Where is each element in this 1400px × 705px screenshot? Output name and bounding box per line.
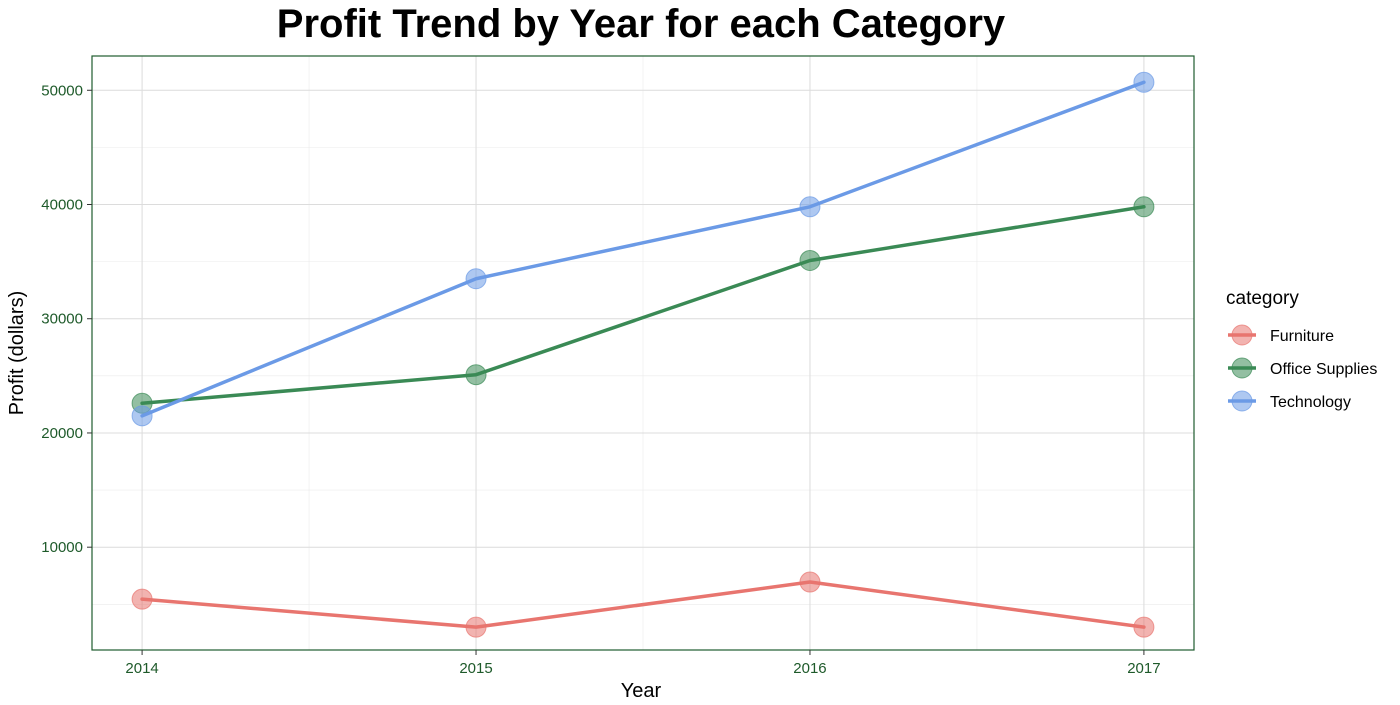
x-tick-label: 2014 [125,660,158,677]
x-axis-title: Year [621,680,662,702]
x-tick-label: 2017 [1127,660,1160,677]
data-point-furniture [1133,616,1155,638]
data-point-technology [799,196,821,218]
legend-label: Office Supplies [1270,361,1377,378]
data-point-furniture [799,571,821,593]
series-line-office-supplies [140,205,1146,406]
data-point-office-supplies [465,364,487,386]
y-tick-label: 20000 [41,425,83,442]
series-layer [131,71,1155,638]
y-axis-title: Profit (dollars) [6,291,28,415]
y-tick-label: 40000 [41,197,83,214]
legend-label: Furniture [1270,328,1334,345]
data-point-technology [1133,71,1155,93]
data-point-furniture [131,588,153,610]
legend: category Furniture Office Supplies Technol… [1226,288,1377,412]
data-point-office-supplies [1133,196,1155,218]
legend-label: Technology [1270,394,1351,411]
y-tick-label: 10000 [41,539,83,556]
axis-ticks: 10000 20000 30000 40000 50000 2014 2015 2016 201… [41,82,1160,677]
legend-item-technology: Technology [1228,390,1351,412]
data-point-technology [131,405,153,427]
series-line-furniture [140,580,1146,629]
y-tick-label: 30000 [41,311,83,328]
data-point-furniture [465,616,487,638]
series-technology [131,71,1155,427]
legend-key-point [1231,390,1253,412]
legend-item-furniture: Furniture [1228,324,1334,346]
series-furniture [131,571,1155,638]
data-point-technology [465,268,487,290]
data-point-office-supplies [799,249,821,271]
legend-title: category [1226,288,1299,309]
legend-item-office-supplies: Office Supplies [1228,357,1377,379]
chart-title: Profit Trend by Year for each Category [277,2,1006,46]
grid [92,56,1194,650]
legend-key-point [1231,324,1253,346]
series-line-technology [140,80,1146,418]
x-tick-label: 2016 [793,660,826,677]
y-tick-label: 50000 [41,82,83,99]
x-tick-label: 2015 [459,660,492,677]
legend-key-point [1231,357,1253,379]
panel-border [91,55,1195,651]
